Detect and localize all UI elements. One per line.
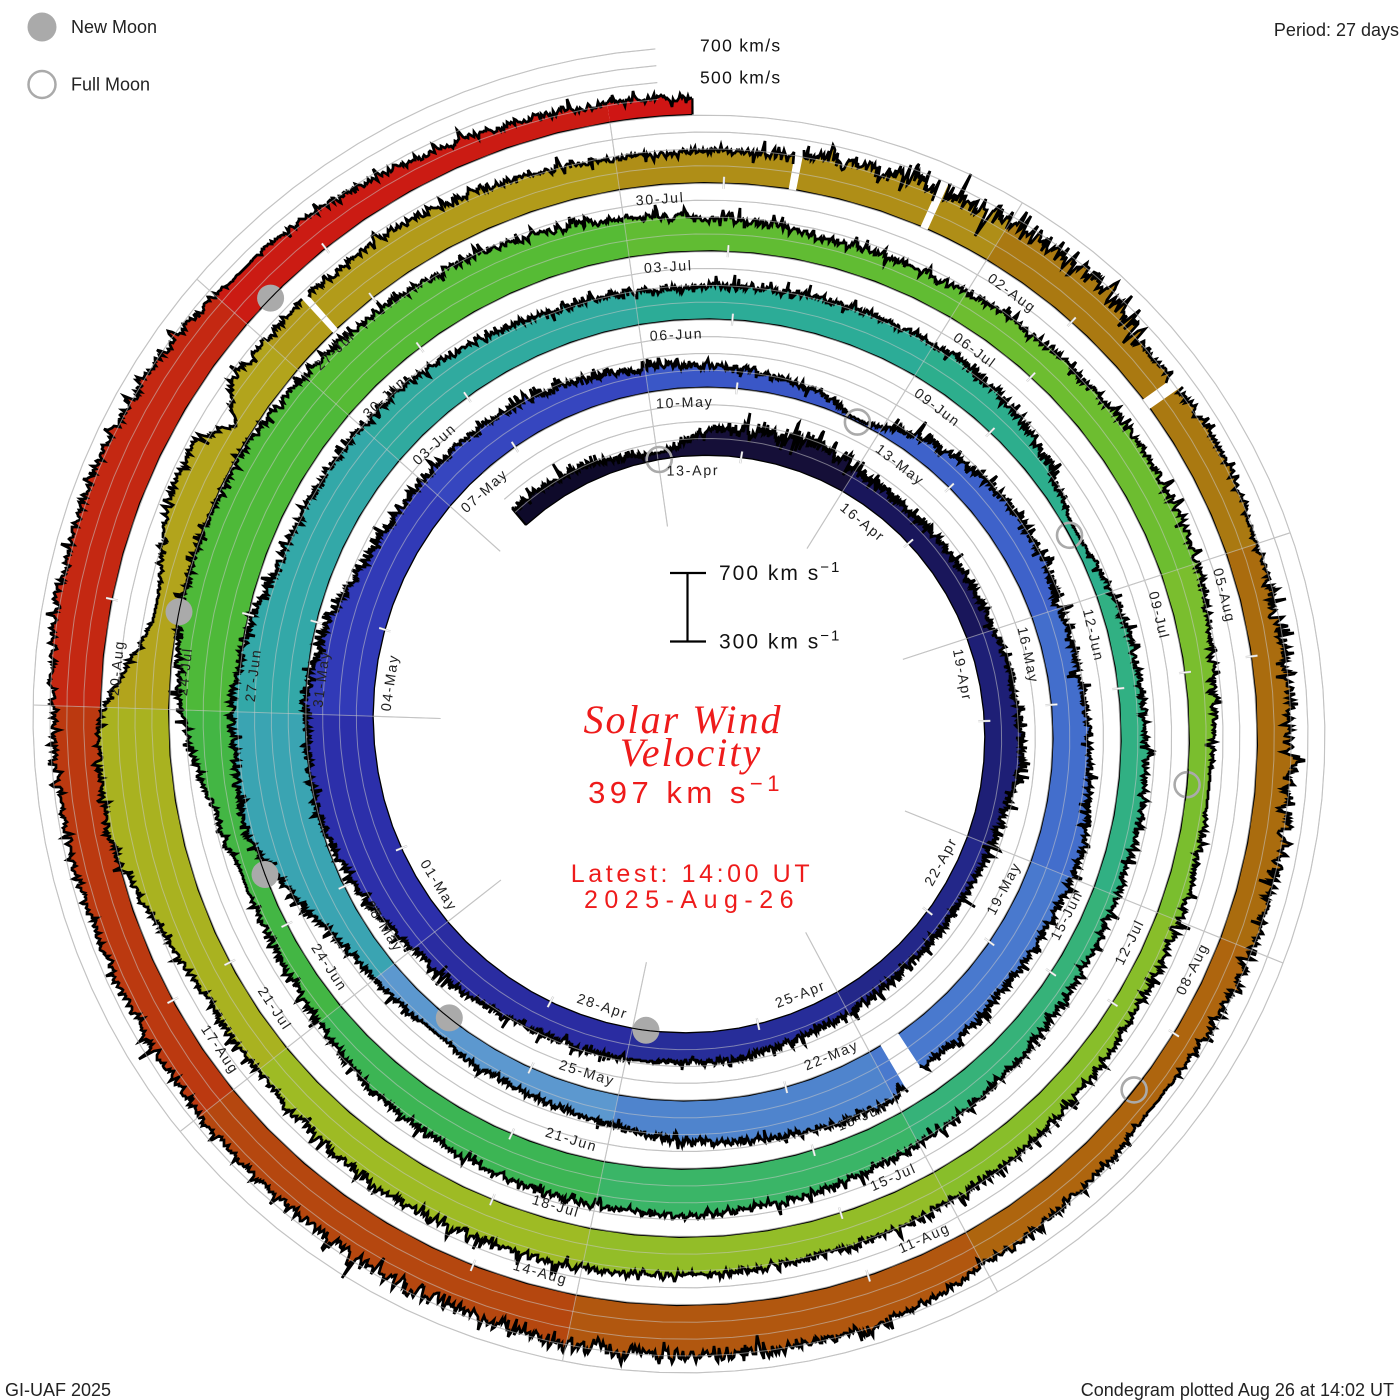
svg-text:06-Jun: 06-Jun bbox=[649, 326, 703, 345]
svg-text:24-Jul: 24-Jul bbox=[175, 646, 196, 696]
svg-text:300 km s−1: 300 km s−1 bbox=[719, 628, 841, 654]
svg-text:03-Jul: 03-Jul bbox=[643, 258, 693, 277]
svg-text:2025-Aug-26: 2025-Aug-26 bbox=[584, 886, 800, 914]
svg-text:500 km/s: 500 km/s bbox=[700, 68, 781, 88]
svg-text:397 km s−1: 397 km s−1 bbox=[588, 771, 784, 810]
svg-text:31-May: 31-May bbox=[311, 649, 334, 708]
svg-text:27-Jun: 27-Jun bbox=[243, 648, 265, 703]
svg-text:13-Apr: 13-Apr bbox=[666, 463, 719, 480]
svg-text:Velocity: Velocity bbox=[620, 730, 763, 775]
svg-text:30-Jul: 30-Jul bbox=[635, 190, 685, 209]
svg-text:Full Moon: Full Moon bbox=[71, 75, 150, 95]
svg-text:Period: 27 days: Period: 27 days bbox=[1274, 20, 1399, 40]
svg-text:700 km s−1: 700 km s−1 bbox=[719, 559, 841, 585]
svg-text:Condegram plotted Aug 26 at 14: Condegram plotted Aug 26 at 14:02 UT bbox=[1081, 1380, 1394, 1400]
svg-text:Solar Wind: Solar Wind bbox=[584, 697, 783, 742]
svg-text:Latest: 14:00 UT: Latest: 14:00 UT bbox=[571, 860, 813, 888]
svg-text:10-May: 10-May bbox=[656, 394, 714, 412]
svg-text:New Moon: New Moon bbox=[71, 17, 157, 37]
svg-text:700 km/s: 700 km/s bbox=[700, 36, 781, 56]
svg-text:GI-UAF 2025: GI-UAF 2025 bbox=[5, 1380, 111, 1400]
svg-text:20-Aug: 20-Aug bbox=[107, 639, 129, 696]
